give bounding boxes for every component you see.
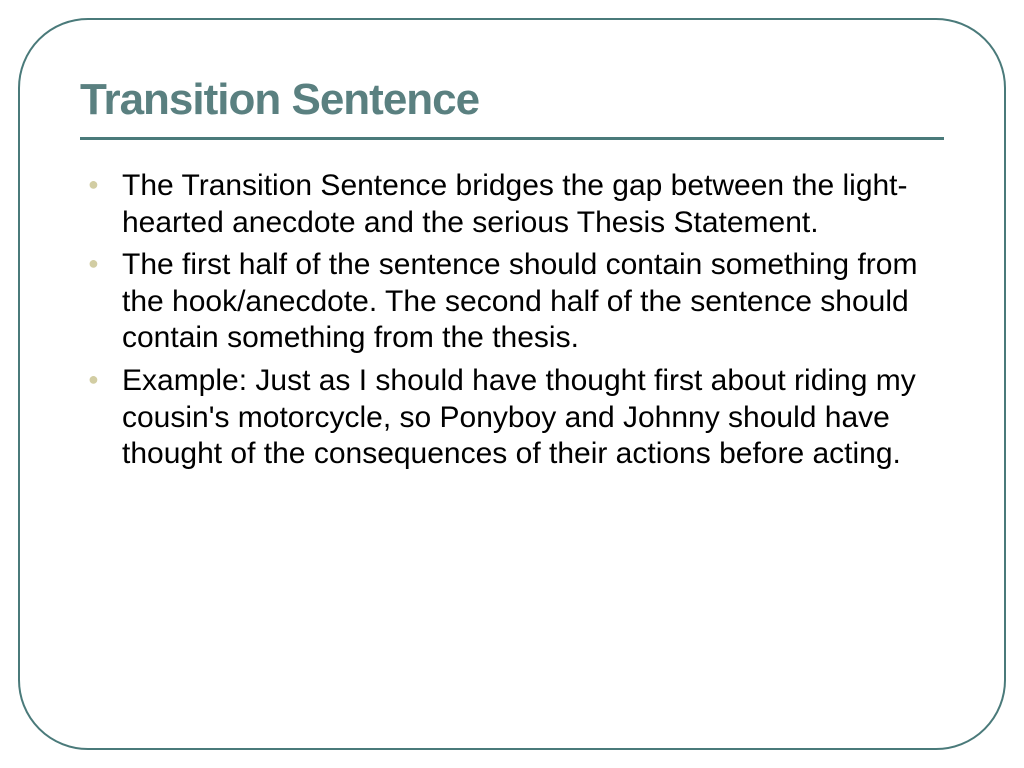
list-item: Example: Just as I should have thought f… xyxy=(80,363,944,473)
slide-title: Transition Sentence xyxy=(80,75,944,125)
list-item: The first half of the sentence should co… xyxy=(80,247,944,357)
slide-frame: Transition Sentence The Transition Sente… xyxy=(18,18,1006,750)
bullet-list: The Transition Sentence bridges the gap … xyxy=(80,168,944,473)
title-underline xyxy=(80,137,944,140)
list-item: The Transition Sentence bridges the gap … xyxy=(80,168,944,241)
